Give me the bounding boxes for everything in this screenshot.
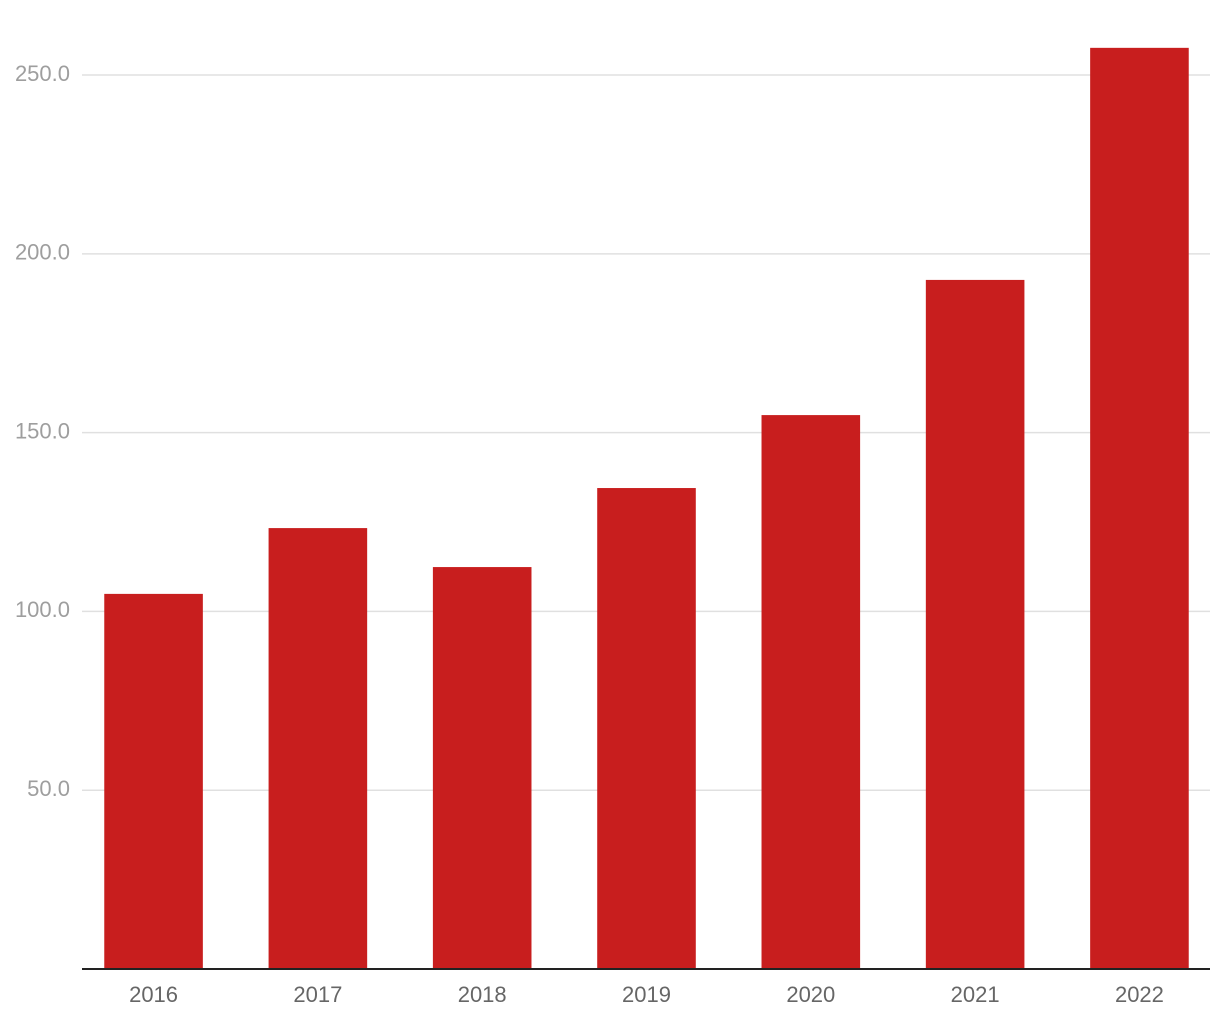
y-tick-label: 250.0: [15, 61, 70, 86]
bar: [268, 528, 368, 969]
x-tick-label: 2021: [951, 982, 1000, 1007]
x-tick-label: 2022: [1115, 982, 1164, 1007]
x-tick-label: 2018: [458, 982, 507, 1007]
x-tick-label: 2020: [786, 982, 835, 1007]
x-tick-label: 2017: [293, 982, 342, 1007]
bar: [925, 279, 1025, 969]
y-tick-label: 150.0: [15, 418, 70, 443]
x-tick-label: 2019: [622, 982, 671, 1007]
bar: [761, 415, 861, 969]
bar: [1090, 47, 1189, 969]
bar: [432, 567, 532, 969]
y-tick-label: 50.0: [27, 776, 70, 801]
y-tick-label: 200.0: [15, 240, 70, 265]
bar: [597, 488, 696, 969]
x-tick-label: 2016: [129, 982, 178, 1007]
y-tick-label: 100.0: [15, 597, 70, 622]
bar: [104, 593, 203, 969]
